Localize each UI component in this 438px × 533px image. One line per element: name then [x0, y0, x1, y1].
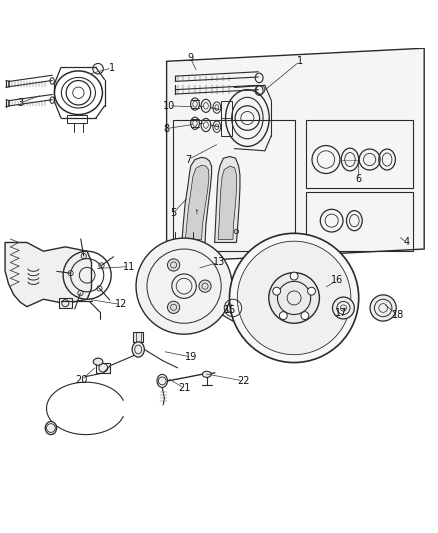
Ellipse shape: [132, 342, 145, 357]
Bar: [306, 120, 413, 188]
Text: 13: 13: [213, 257, 225, 267]
Text: 8: 8: [163, 124, 170, 134]
Bar: [67, 115, 87, 123]
Circle shape: [237, 241, 351, 354]
Text: 1: 1: [109, 63, 115, 73]
Ellipse shape: [45, 422, 57, 434]
Ellipse shape: [93, 358, 103, 365]
Circle shape: [332, 297, 354, 319]
Bar: [306, 192, 413, 251]
Circle shape: [279, 312, 287, 319]
Text: 9: 9: [187, 53, 194, 63]
Circle shape: [136, 238, 232, 334]
Text: 10: 10: [162, 101, 175, 111]
Bar: [133, 332, 144, 342]
Text: 15: 15: [224, 305, 236, 315]
Text: 16: 16: [331, 276, 343, 286]
Text: 1: 1: [297, 56, 303, 66]
Bar: [96, 362, 110, 373]
Text: 4: 4: [404, 238, 410, 247]
Text: 3: 3: [17, 98, 23, 108]
Polygon shape: [182, 157, 212, 243]
Polygon shape: [215, 157, 240, 243]
Circle shape: [167, 301, 180, 313]
Polygon shape: [185, 165, 209, 239]
Bar: [221, 101, 232, 135]
Circle shape: [370, 295, 396, 321]
Text: 11: 11: [124, 262, 136, 271]
Ellipse shape: [202, 372, 211, 377]
Circle shape: [167, 259, 180, 271]
Text: 20: 20: [75, 375, 88, 385]
Circle shape: [301, 312, 309, 319]
Text: 12: 12: [115, 300, 127, 310]
Text: 18: 18: [392, 310, 404, 320]
Text: 22: 22: [237, 376, 249, 386]
Ellipse shape: [157, 374, 167, 387]
Polygon shape: [5, 243, 92, 306]
Circle shape: [307, 287, 315, 295]
Circle shape: [273, 287, 281, 295]
Text: 17: 17: [335, 308, 347, 318]
Text: 21: 21: [178, 383, 190, 393]
Polygon shape: [218, 166, 237, 239]
Circle shape: [290, 272, 298, 280]
Circle shape: [269, 272, 319, 323]
Text: 7: 7: [185, 155, 191, 165]
Bar: [173, 120, 295, 251]
Text: 5: 5: [170, 208, 176, 218]
Text: 19: 19: [184, 352, 197, 362]
Circle shape: [199, 280, 211, 292]
Text: 6: 6: [356, 174, 362, 184]
Polygon shape: [166, 48, 424, 262]
Bar: [59, 298, 72, 308]
Circle shape: [230, 233, 359, 362]
